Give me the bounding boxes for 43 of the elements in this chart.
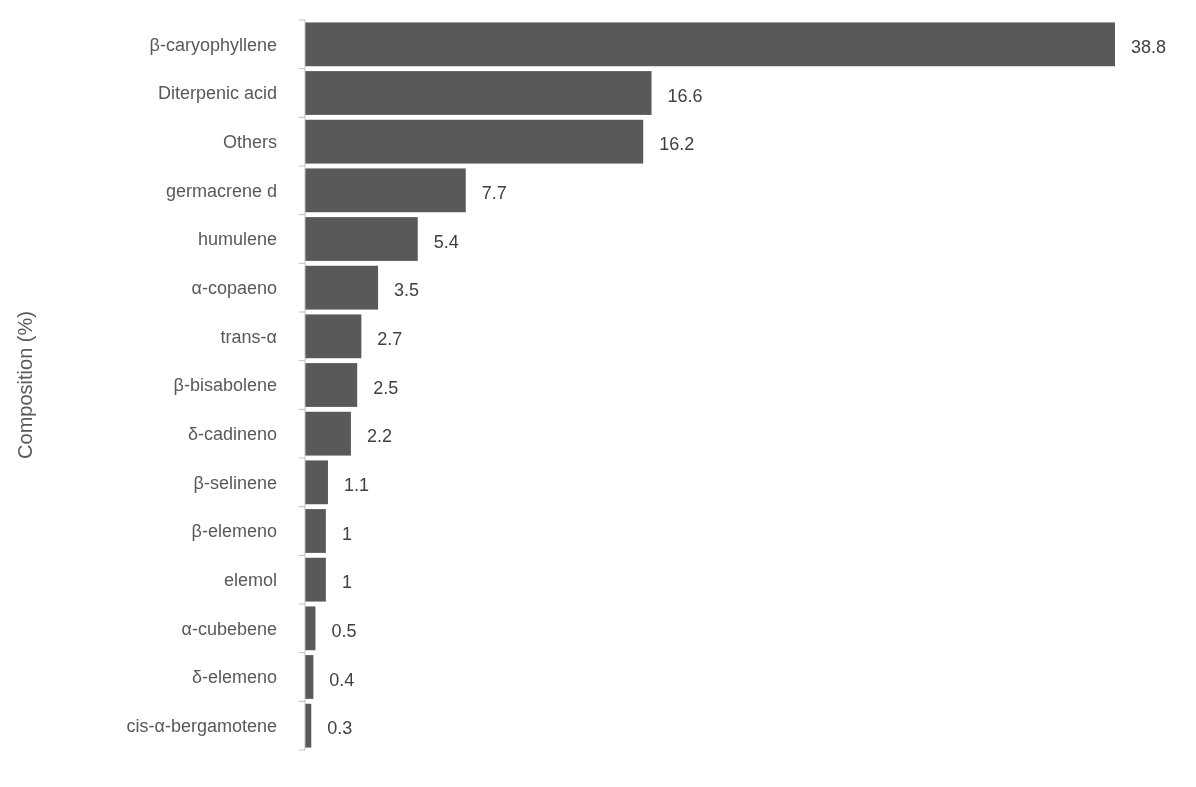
y-tick-label: Others [222,131,277,152]
y-tick-label: β-elemeno [191,521,277,542]
data-label: 2.2 [366,426,392,447]
data-label: 2.5 [373,377,399,398]
data-label: 0.5 [331,621,357,642]
bar [305,119,644,164]
data-label: 16.2 [659,134,695,155]
y-tick-label: β-caryophyllene [149,34,277,55]
y-tick-label: elemol [223,569,277,590]
bar [305,265,379,310]
y-tick-label: germacrene d [165,180,277,201]
bar [305,71,652,115]
y-tick-label: cis-α-bergamotene [126,715,277,736]
y-axis-title: Composition (%) [14,311,36,459]
data-label: 3.5 [394,280,420,301]
data-label: 0.3 [327,718,353,739]
data-label: 5.4 [433,231,459,252]
bar [305,217,418,261]
bar [305,314,362,359]
data-label: 1 [341,523,352,544]
data-label: 2.7 [377,329,403,350]
data-label: 16.6 [667,85,703,106]
y-tick-label: δ-elemeno [191,667,277,688]
bar [305,557,326,602]
y-tick-label: α-copaeno [191,277,277,298]
data-label: 1 [341,572,352,593]
bar [305,411,351,456]
y-tick-label: α-cubebene [181,618,277,639]
y-tick-label: β-bisabolene [173,375,277,396]
y-tick-label: humulene [197,229,277,250]
bar [305,509,326,553]
bar [305,363,358,407]
data-label: 1.1 [343,475,369,496]
y-tick-label: trans-α [220,326,277,347]
bar [305,22,1115,67]
bar [305,168,466,213]
y-tick-label: Diterpenic acid [157,83,277,104]
data-label: 7.7 [481,183,507,204]
bar [305,460,328,505]
data-label: 0.4 [329,669,355,690]
y-tick-label: δ-cadineno [187,423,277,444]
data-label: 38.8 [1131,37,1167,58]
y-tick-label: β-selinene [193,472,277,493]
